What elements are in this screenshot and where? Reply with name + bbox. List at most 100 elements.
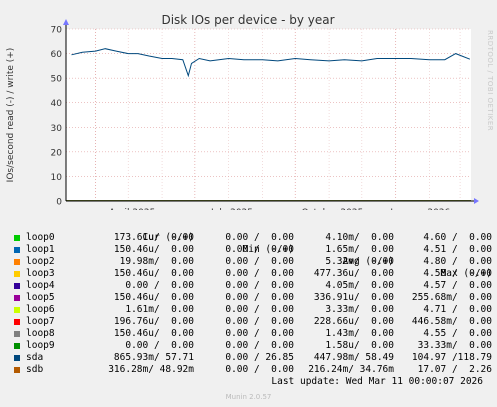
y-tick-label: 30 (51, 124, 63, 134)
legend-name: loop2 (26, 256, 55, 267)
legend-header-avg: Avg (-/+) (342, 256, 394, 267)
legend-max: 104.97 /118.79 (411, 352, 492, 363)
legend-name: loop6 (26, 304, 55, 315)
legend-row-loop6: loop6 1.61m/ 0.00 0.00 / 0.00 3.33m/ 0.00 4.… (14, 304, 492, 316)
rrdtool-watermark: RRDTOOL / TOBI OETIKER (486, 30, 494, 132)
y-tick-label: 20 (51, 148, 63, 158)
legend-swatch (14, 319, 20, 325)
legend-swatch (14, 355, 20, 361)
legend-min: 0.00 / 0.00 (225, 340, 294, 351)
legend-avg: 216.24m/ 34.76m (308, 364, 394, 375)
legend-swatch (14, 343, 20, 349)
legend-min: 0.00 / 0.00 (225, 280, 294, 291)
legend-max: 4.58 / 0.00 (423, 268, 492, 279)
legend-max: 4.55 / 0.00 (423, 328, 492, 339)
x-tick-label: January 2026 (389, 208, 450, 210)
legend-cur: 19.98m/ 0.00 (119, 256, 194, 267)
legend-avg: 447.98m/ 58.49 (313, 352, 394, 363)
legend-swatch (14, 271, 20, 277)
legend-cur: 150.46u/ 0.00 (113, 244, 194, 255)
legend-name: sda (26, 352, 44, 363)
legend-cur: 150.46u/ 0.00 (113, 328, 194, 339)
legend-cur: 0.00 / 0.00 (125, 280, 194, 291)
legend-name: loop0 (26, 232, 55, 243)
legend-name: loop1 (26, 244, 55, 255)
legend-header-min: Min (-/+) (242, 244, 294, 255)
legend-max: 255.68m/ 0.00 (411, 292, 492, 303)
legend-avg: 477.36u/ 0.00 (313, 268, 394, 279)
legend-min: 0.00 / 0.00 (225, 304, 294, 315)
legend-row-loop3: loop3 150.46u/ 0.00 0.00 / 0.00 477.36u/ 0.… (14, 268, 492, 280)
legend-row-loop9: loop9 0.00 / 0.00 0.00 / 0.00 1.58u/ 0.00 33… (14, 340, 492, 352)
legend-swatch (14, 367, 20, 373)
legend-avg: 1.43m/ 0.00 (325, 328, 394, 339)
legend-rows: loop0 173.61u/ 0.00 0.00 / 0.00 4.10m/ 0.00… (14, 232, 492, 376)
legend-min: 0.00 / 0.00 (225, 244, 294, 255)
legend-row-loop0: loop0 173.61u/ 0.00 0.00 / 0.00 4.10m/ 0.00… (14, 232, 492, 244)
y-axis-label: IOs/second read (-) / write (+) (6, 48, 16, 183)
legend-row-loop7: loop7 196.76u/ 0.00 0.00 / 0.00 228.66u/ 0.… (14, 316, 492, 328)
legend-name: loop3 (26, 268, 55, 279)
legend-avg: 228.66u/ 0.00 (313, 316, 394, 327)
legend-min: 0.00 / 0.00 (225, 328, 294, 339)
legend-max: 4.57 / 0.00 (423, 280, 492, 291)
legend-min: 0.00 / 26.85 (225, 352, 294, 363)
legend-min: 0.00 / 0.00 (225, 256, 294, 267)
legend-min: 0.00 / 0.00 (225, 268, 294, 279)
legend-row-loop1: loop1 150.46u/ 0.00 0.00 / 0.00 1.65m/ 0.00… (14, 244, 492, 256)
legend-cur: 173.61u/ 0.00 (113, 232, 194, 243)
legend-min: 0.00 / 0.00 (225, 292, 294, 303)
legend-row-sda: sda 865.93m/ 57.71 0.00 / 26.85 447.98m/ 58… (14, 352, 492, 364)
y-tick-label: 70 (51, 26, 63, 36)
legend-avg: 1.65m/ 0.00 (325, 244, 394, 255)
legend-avg: 1.58u/ 0.00 (325, 340, 394, 351)
x-tick-label: July 2025 (210, 208, 253, 210)
legend-max: 446.58m/ 0.00 (411, 316, 492, 327)
legend-swatch (14, 283, 20, 289)
munin-version: Munin 2.0.57 (225, 393, 272, 401)
legend-name: loop8 (26, 328, 55, 339)
legend-header-cur: Cur (-/+) (142, 232, 194, 243)
y-axis-ticks: 0 10 20 30 40 50 60 70 (51, 26, 63, 208)
legend-cur: 150.46u/ 0.00 (113, 268, 194, 279)
y-tick-label: 60 (51, 50, 63, 60)
legend-avg: 336.91u/ 0.00 (313, 292, 394, 303)
legend-max: 17.07 / 2.26 (417, 364, 492, 375)
chart-area: Disk IOs per device - by year IOs/second… (6, 13, 479, 210)
legend-cur: 1.61m/ 0.00 (125, 304, 194, 315)
legend-row-loop2: loop2 19.98m/ 0.00 0.00 / 0.00 5.32m/ 0.00 4… (14, 256, 492, 268)
legend-row-loop5: loop5 150.46u/ 0.00 0.00 / 0.00 336.91u/ 0.… (14, 292, 492, 304)
legend-avg: 5.32m/ 0.00 (325, 256, 394, 267)
legend-max: 4.60 / 0.00 (423, 232, 492, 243)
plot-background (66, 29, 471, 201)
legend-cur: 196.76u/ 0.00 (113, 316, 194, 327)
legend-max: 4.80 / 0.00 (423, 256, 492, 267)
legend-avg: 4.10m/ 0.00 (325, 232, 394, 243)
legend-swatch (14, 235, 20, 241)
legend-swatch (14, 331, 20, 337)
legend-row-loop4: loop4 0.00 / 0.00 0.00 / 0.00 4.05m/ 0.00 4.… (14, 280, 492, 292)
legend-name: sdb (26, 364, 44, 375)
y-tick-label: 40 (51, 99, 63, 109)
legend-min: 0.00 / 0.00 (225, 364, 294, 375)
legend-row-sdb: sdb 316.28m/ 48.92m 0.00 / 0.00 216.24m/ 34… (14, 364, 492, 376)
legend-min: 0.00 / 0.00 (225, 316, 294, 327)
legend-swatch (14, 259, 20, 265)
legend-swatch (14, 295, 20, 301)
y-tick-label: 10 (51, 173, 63, 183)
y-tick-label: 50 (51, 75, 63, 85)
y-tick-label: 0 (56, 198, 62, 208)
legend-cur: 316.28m/ 48.92m (108, 364, 194, 375)
legend: Cur (-/+) Min (-/+) Avg (-/+) Max (-/+) … (14, 220, 492, 376)
chart-title: Disk IOs per device - by year (161, 13, 334, 27)
legend-cur: 150.46u/ 0.00 (113, 292, 194, 303)
last-update: Last update: Wed Mar 11 00:00:07 2026 (271, 376, 483, 387)
legend-name: loop9 (26, 340, 55, 351)
legend-avg: 4.05m/ 0.00 (325, 280, 394, 291)
legend-max: 4.71 / 0.00 (423, 304, 492, 315)
y-axis-arrow-icon (63, 19, 69, 25)
x-tick-label: April 2025 (109, 208, 155, 210)
legend-max: 4.51 / 0.00 (423, 244, 492, 255)
legend-cur: 0.00 / 0.00 (125, 340, 194, 351)
legend-max: 33.33m/ 0.00 (417, 340, 492, 351)
